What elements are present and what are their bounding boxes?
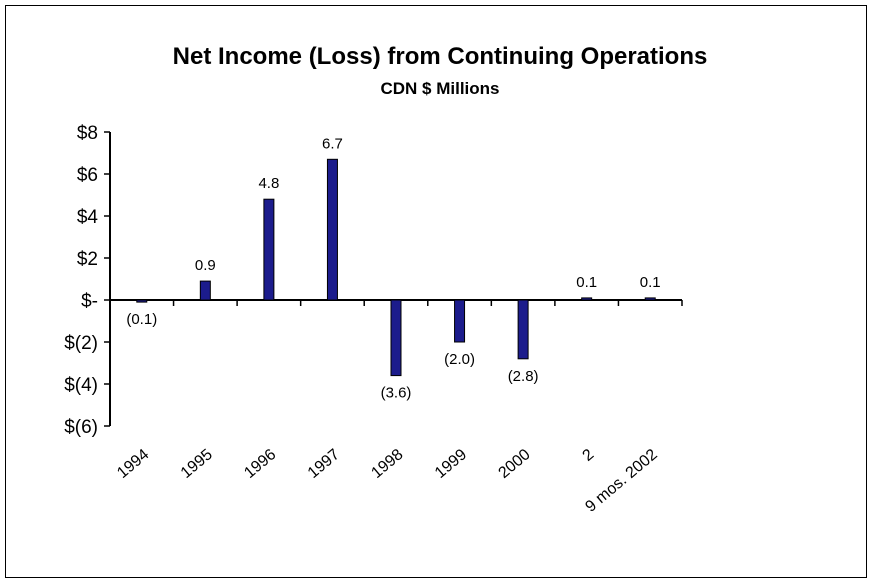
data-label: 6.7 (322, 135, 343, 152)
x-tick-label: 1995 (178, 446, 216, 482)
x-tick-label: 2 (579, 446, 597, 465)
y-tick-label: $4 (77, 207, 99, 228)
x-ticks (172, 300, 683, 306)
x-tick-labels: 1994 1995 1996 1997 1998 1999 2000 29 mos. 2002 (114, 446, 661, 516)
bar (644, 297, 656, 301)
bar (517, 299, 529, 360)
data-label: 0.1 (576, 274, 597, 291)
data-label: 4.8 (258, 175, 279, 192)
y-ticks: $8 $6 $4 $2 $- $(2) $(4) $(6) (64, 123, 110, 438)
data-label: (3.6) (381, 385, 412, 402)
x-tick-label: 1999 (432, 446, 470, 482)
bar (199, 280, 211, 301)
bars (136, 158, 656, 377)
chart-title: Net Income (Loss) from Continuing Operat… (173, 43, 708, 70)
x-tick-label: 1994 (114, 446, 152, 482)
bar (326, 158, 338, 301)
y-tick-label: $8 (77, 123, 98, 144)
x-tick-label: 2000 (495, 446, 533, 482)
bar (454, 299, 466, 343)
y-tick-label: $2 (77, 249, 98, 270)
x-tick-label: 1997 (305, 446, 343, 482)
chart-subtitle: CDN $ Millions (380, 79, 499, 98)
bar (263, 198, 275, 301)
data-label: 0.1 (640, 274, 661, 291)
bar (136, 299, 148, 303)
y-tick-label: $(2) (64, 333, 98, 354)
y-tick-label: $(6) (64, 417, 98, 438)
data-label: (0.1) (126, 311, 157, 328)
bar (581, 297, 593, 301)
x-tick-label: 1996 (241, 446, 279, 482)
data-label: 0.9 (195, 257, 216, 274)
data-label: (2.8) (508, 368, 539, 385)
y-tick-label: $- (81, 291, 98, 312)
chart-frame (5, 5, 867, 578)
y-tick-label: $6 (77, 165, 98, 186)
bar (390, 299, 402, 377)
data-labels: (0.1) 0.9 4.8 6.7 (3.6) (2.0) (2.8) 0.1 0.1 (126, 135, 660, 401)
y-tick-label: $(4) (64, 375, 98, 396)
data-label: (2.0) (444, 351, 475, 368)
x-tick-label: 1998 (368, 446, 406, 482)
